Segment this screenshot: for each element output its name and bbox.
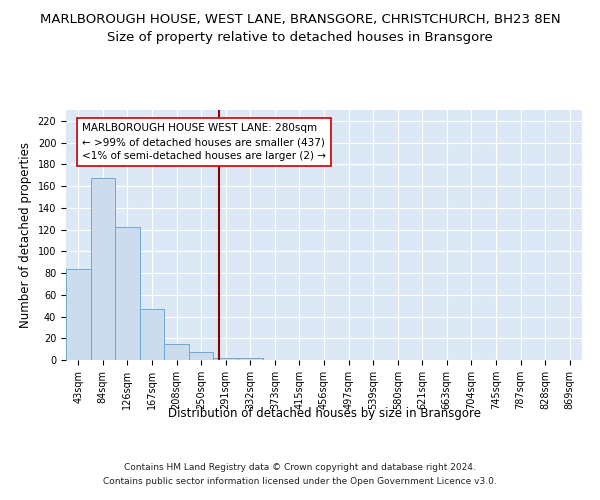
Bar: [214, 358, 238, 360]
Text: Contains public sector information licensed under the Open Government Licence v3: Contains public sector information licen…: [103, 478, 497, 486]
Y-axis label: Number of detached properties: Number of detached properties: [19, 142, 32, 328]
Bar: [189, 352, 214, 360]
Bar: [164, 344, 189, 360]
Bar: [140, 309, 164, 360]
Text: Contains HM Land Registry data © Crown copyright and database right 2024.: Contains HM Land Registry data © Crown c…: [124, 462, 476, 471]
Bar: [66, 268, 91, 360]
Bar: [238, 358, 263, 360]
Text: MARLBOROUGH HOUSE WEST LANE: 280sqm
← >99% of detached houses are smaller (437)
: MARLBOROUGH HOUSE WEST LANE: 280sqm ← >9…: [82, 123, 326, 161]
Text: Size of property relative to detached houses in Bransgore: Size of property relative to detached ho…: [107, 31, 493, 44]
Bar: [115, 228, 140, 360]
Text: MARLBOROUGH HOUSE, WEST LANE, BRANSGORE, CHRISTCHURCH, BH23 8EN: MARLBOROUGH HOUSE, WEST LANE, BRANSGORE,…: [40, 12, 560, 26]
Bar: [91, 178, 115, 360]
Text: Distribution of detached houses by size in Bransgore: Distribution of detached houses by size …: [167, 408, 481, 420]
